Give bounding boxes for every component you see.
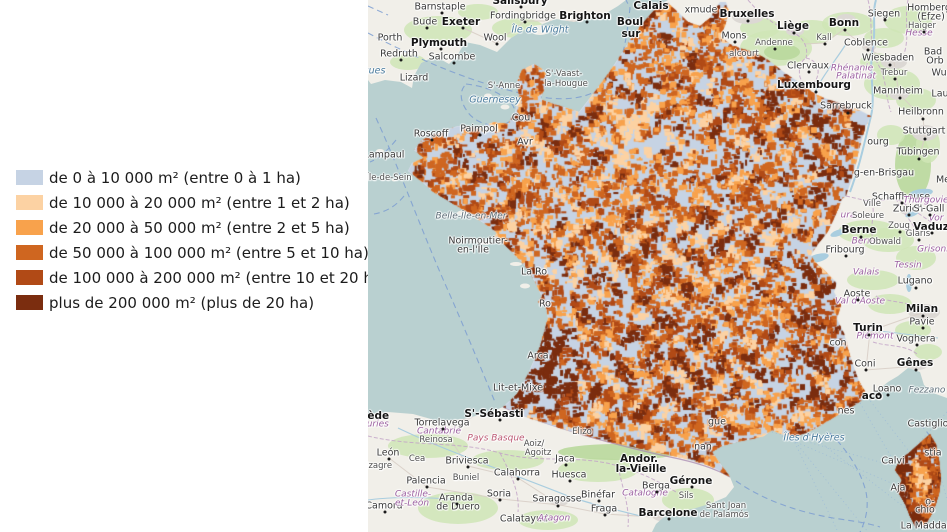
legend-swatch bbox=[16, 195, 43, 210]
legend-label: de 10 000 à 20 000 m² (entre 1 et 2 ha) bbox=[49, 193, 350, 212]
legend-label: de 0 à 10 000 m² (entre 0 à 1 ha) bbox=[49, 168, 301, 187]
legend-label: de 100 000 à 200 000 m² (entre 10 et 20 … bbox=[49, 268, 388, 287]
legend-swatch bbox=[16, 220, 43, 235]
legend-item-2: de 20 000 à 50 000 m² (entre 2 et 5 ha) bbox=[16, 218, 388, 237]
legend-swatch bbox=[16, 245, 43, 260]
legend-panel: de 0 à 10 000 m² (entre 0 à 1 ha) de 10 0… bbox=[0, 0, 388, 532]
legend-item-1: de 10 000 à 20 000 m² (entre 1 et 2 ha) bbox=[16, 193, 388, 212]
legend-label: plus de 200 000 m² (plus de 20 ha) bbox=[49, 293, 315, 312]
legend-item-3: de 50 000 à 100 000 m² (entre 5 et 10 ha… bbox=[16, 243, 388, 262]
legend-label: de 50 000 à 100 000 m² (entre 5 et 10 ha… bbox=[49, 243, 369, 262]
legend-swatch bbox=[16, 295, 43, 310]
legend-item-4: de 100 000 à 200 000 m² (entre 10 et 20 … bbox=[16, 268, 388, 287]
legend-item-5: plus de 200 000 m² (plus de 20 ha) bbox=[16, 293, 388, 312]
legend-item-0: de 0 à 10 000 m² (entre 0 à 1 ha) bbox=[16, 168, 388, 187]
legend-swatch bbox=[16, 270, 43, 285]
parcel-dots-layer bbox=[368, 0, 947, 532]
legend: de 0 à 10 000 m² (entre 0 à 1 ha) de 10 0… bbox=[16, 168, 388, 320]
legend-label: de 20 000 à 50 000 m² (entre 2 et 5 ha) bbox=[49, 218, 350, 237]
legend-swatch bbox=[16, 170, 43, 185]
map-viewport[interactable]: Barnstaple Bude Exeter Salisbury Fordingbrid… bbox=[368, 0, 947, 532]
